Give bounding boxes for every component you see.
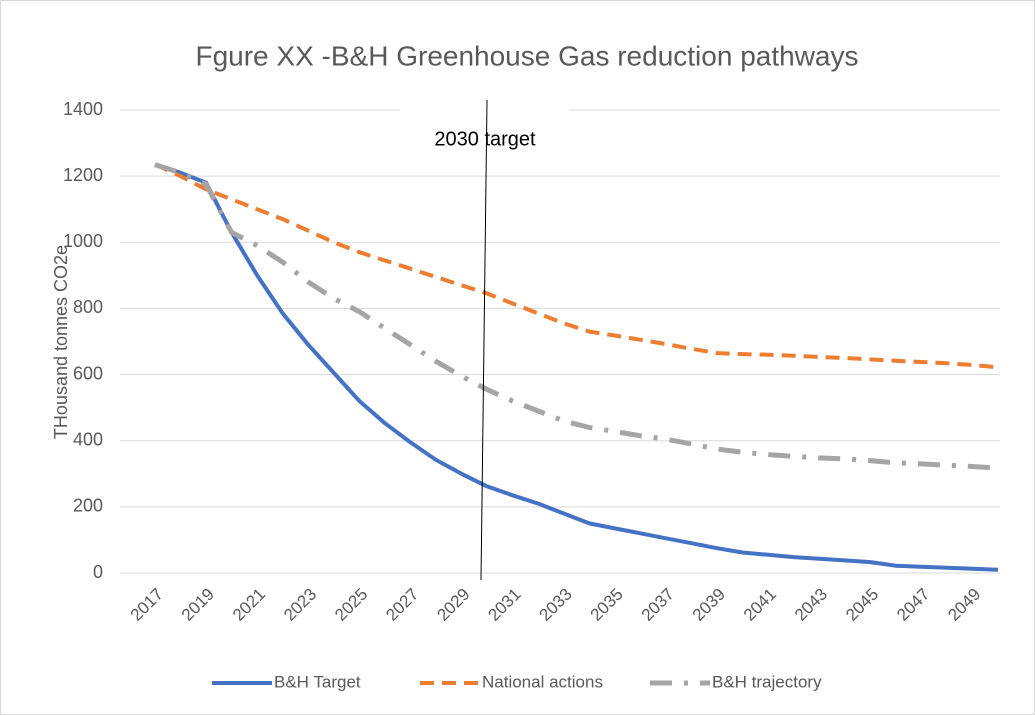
legend-label: National actions: [482, 672, 603, 691]
y-tick-label: 800: [73, 297, 103, 317]
series-line: [154, 162, 999, 572]
y-tick-label: 1200: [63, 165, 103, 185]
y-tick-label: 1000: [63, 231, 103, 251]
y-tick-label: 600: [73, 363, 103, 383]
legend: B&H Target National actions B&H trajectory: [212, 672, 822, 691]
series-line: [154, 162, 999, 370]
plot: [154, 162, 999, 572]
y-axis-label: THousand tonnes CO2e: [51, 245, 71, 439]
annotation-box: [400, 98, 570, 154]
target-line: [480, 99, 488, 581]
y-tick-label: 400: [73, 429, 103, 449]
y-tick-label: 200: [73, 496, 103, 516]
series-line: [154, 162, 999, 471]
annotation: 2030 target: [434, 128, 536, 150]
legend-label: B&H Target: [274, 672, 361, 691]
y-tick-label: 0: [93, 562, 103, 582]
legend-label: B&H trajectory: [712, 672, 822, 691]
chart-title: Fgure XX -B&H Greenhouse Gas reduction p…: [195, 40, 858, 71]
y-tick-label: 1400: [63, 99, 103, 119]
